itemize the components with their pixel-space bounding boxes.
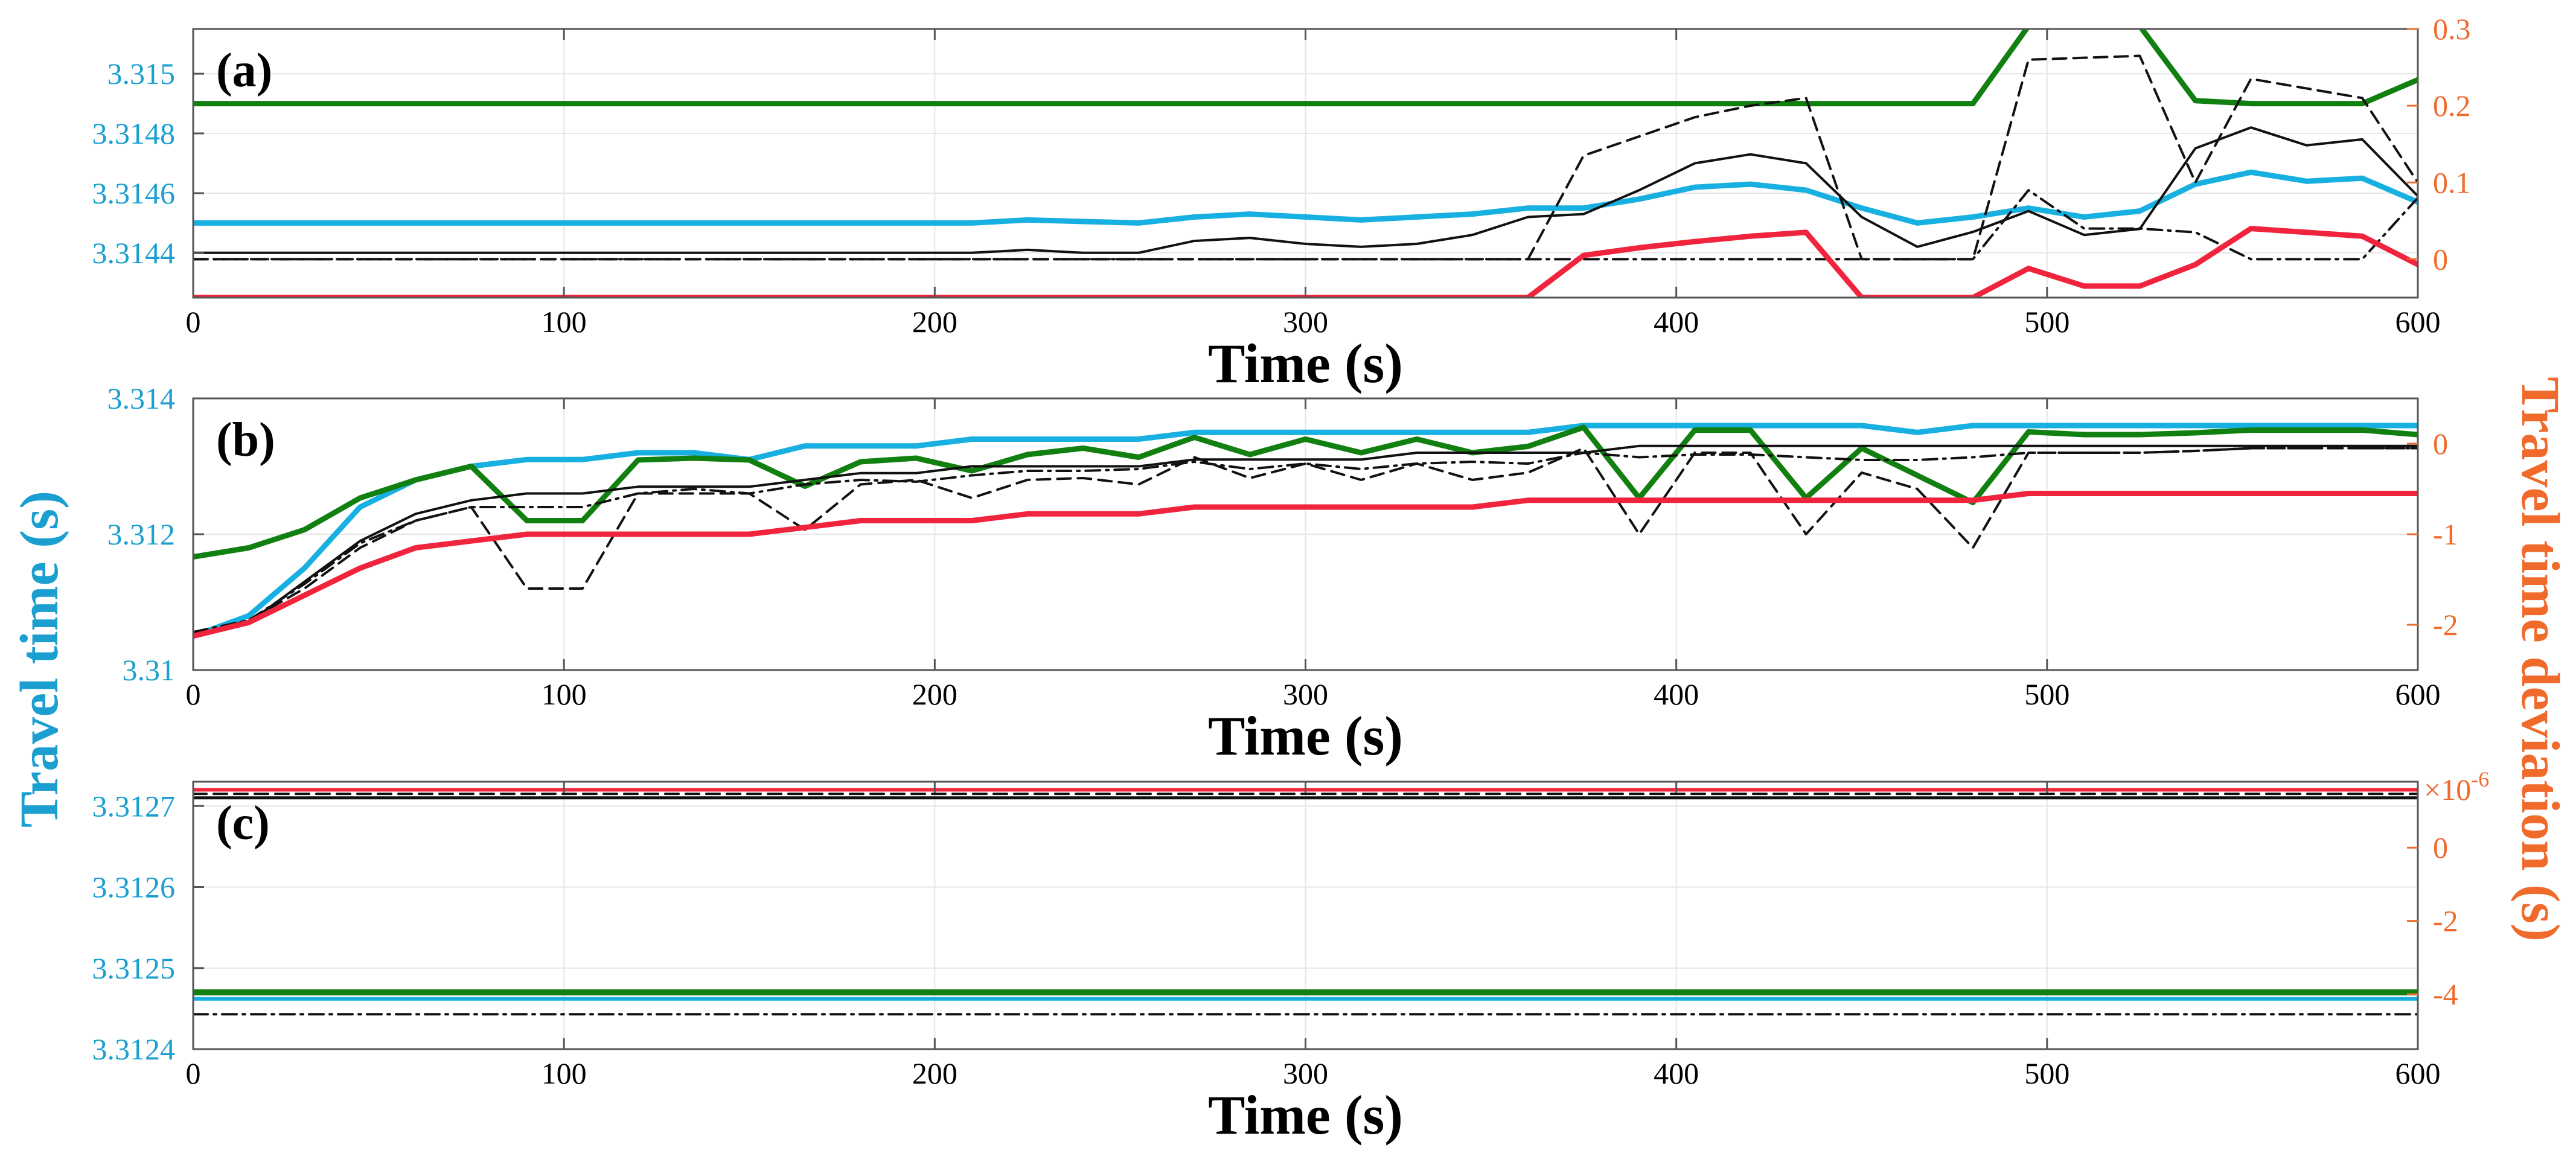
x-tick-label: 100 [542, 677, 587, 711]
x-tick-label: 400 [1654, 1056, 1699, 1090]
series-line-green-thick [193, 29, 2418, 107]
y-right-tick-label: 0 [2433, 831, 2448, 864]
y-left-tick-label: 3.312 [107, 517, 176, 551]
x-tick-label: 400 [1654, 305, 1699, 339]
y-right-tick-label: 0.1 [2433, 165, 2471, 199]
y-right-tick-label: -4 [2433, 977, 2458, 1011]
series-line-black-solid [193, 126, 2418, 254]
x-axis-title: Time (s) [1208, 705, 1403, 767]
y-right-tick-label: -2 [2433, 904, 2458, 938]
x-tick-label: 200 [912, 1056, 957, 1090]
y-left-tick-label: 3.3146 [92, 176, 176, 210]
series-line-green-thick [193, 424, 2418, 560]
x-tick-label: 500 [2024, 305, 2069, 339]
x-tick-label: 0 [186, 305, 201, 339]
y-left-tick-label: 3.3125 [92, 951, 176, 985]
panel-label: (a) [216, 44, 272, 97]
y-right-tick-label: -2 [2433, 608, 2458, 642]
series-line-black-dashdot [193, 447, 2418, 633]
series-line-black-solid [193, 444, 2418, 637]
panel-c: 0 100 200 300 400 500 600 3.3124 3.3125 3.3126 3.3… [92, 767, 2490, 1146]
panel-a: 0 100 200 300 400 500 600 3.3144 3.3146 3.3148 3.3… [92, 12, 2471, 394]
y-right-exponent: ×10-6 [2424, 767, 2489, 806]
x-tick-label: 200 [912, 677, 957, 711]
x-tick-label: 600 [2395, 1056, 2441, 1090]
series-line-cyan-thick [193, 423, 2418, 639]
y-left-tick-label: 3.31 [123, 653, 176, 687]
y-left-tick-label: 3.3144 [92, 236, 176, 270]
series-group [193, 29, 2418, 298]
y-right-tick-label: 0.3 [2433, 12, 2471, 46]
y-right-exponent-power: -6 [2471, 767, 2489, 791]
x-tick-label: 200 [912, 305, 957, 339]
x-tick-label: 500 [2024, 677, 2069, 711]
y-left-tick-label: 3.3126 [92, 870, 176, 904]
series-line-red-thick [193, 226, 2418, 298]
panel-label: (b) [216, 413, 275, 467]
series-group [193, 423, 2418, 639]
x-tick-label: 100 [542, 305, 587, 339]
x-tick-label: 500 [2024, 1056, 2069, 1090]
y-right-tick-label: 0 [2433, 427, 2448, 461]
y-right-tick-label: -1 [2433, 517, 2458, 551]
x-tick-label: 100 [542, 1056, 587, 1090]
y-axis-right-title: Travel time deviation (s) [2510, 377, 2570, 942]
x-tick-label: 300 [1283, 305, 1328, 339]
x-axis-title: Time (s) [1208, 333, 1403, 394]
series-line-red-thick [193, 491, 2418, 639]
y-axis-left-title: Travel time (s) [10, 491, 69, 828]
panel-label: (c) [216, 797, 270, 850]
series-line-cyan-thick [193, 169, 2418, 226]
x-tick-label: 0 [186, 677, 201, 711]
y-left-tick-label: 3.314 [107, 381, 176, 415]
x-tick-label: 400 [1654, 677, 1699, 711]
series-line-black-dashdot [193, 189, 2418, 261]
x-tick-label: 600 [2395, 677, 2441, 711]
x-tick-label: 300 [1283, 677, 1328, 711]
y-left-tick-label: 3.3124 [92, 1032, 176, 1066]
y-left-tick-label: 3.315 [107, 57, 176, 91]
x-axis-title: Time (s) [1208, 1084, 1403, 1146]
x-tick-label: 0 [186, 1056, 201, 1090]
y-left-tick-label: 3.3148 [92, 117, 176, 150]
panel-b: 0 100 200 300 400 500 600 3.31 3.312 3.314 -2 -1 0 (b… [107, 381, 2458, 767]
y-right-tick-label: 0 [2433, 242, 2448, 276]
y-right-tick-label: 0.2 [2433, 89, 2471, 123]
y-left-tick-label: 3.3127 [92, 789, 176, 823]
x-tick-label: 300 [1283, 1056, 1328, 1090]
x-tick-label: 600 [2395, 305, 2441, 339]
